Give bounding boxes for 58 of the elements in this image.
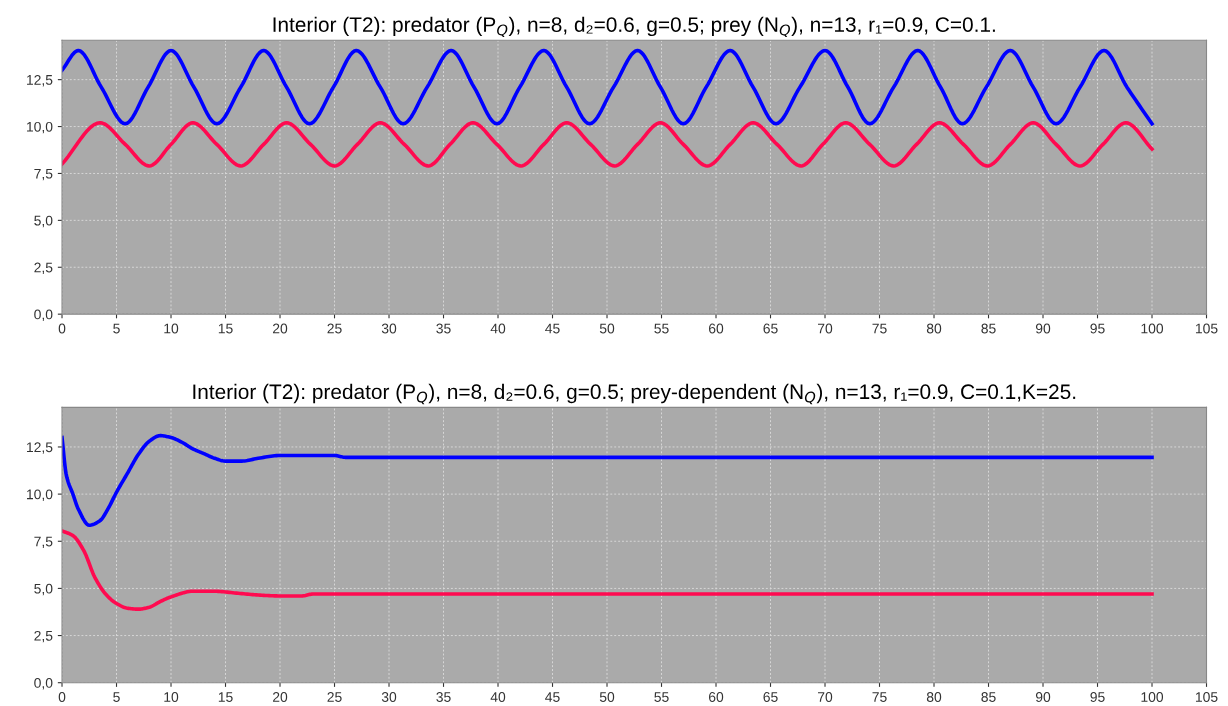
x-tick-label: 0 [58, 323, 66, 334]
y-tick-label: 10,0 [27, 121, 53, 134]
x-tick-label: 25 [327, 323, 342, 334]
y-tick-label: 12,5 [27, 74, 53, 87]
x-tick-label: 45 [545, 692, 560, 702]
x-tick-label: 55 [654, 323, 669, 334]
y-tick-label: 2,5 [34, 262, 53, 275]
x-tick-label: 60 [708, 323, 724, 334]
x-tick-label: 70 [818, 323, 833, 334]
x-tick-label: 50 [599, 692, 615, 702]
x-tick-label: 15 [218, 692, 233, 702]
x-tick-label: 85 [981, 692, 996, 702]
y-tick-label: 12,5 [27, 442, 53, 454]
x-tick-label: 105 [1195, 692, 1218, 702]
y-tick-label: 0,0 [34, 678, 53, 690]
x-tick-label: 80 [926, 323, 942, 334]
x-tick-label: 45 [545, 323, 560, 334]
y-tick-label: 5,0 [34, 583, 53, 596]
chart-title: Interior (T2): predator (P$_{Q}$), n=8, d₂=0.6, g=0.5; prey (N$_{Q}$), n=13, r₁=0.9, C=0.1. [273, 16, 995, 38]
x-tick-label: 5 [113, 323, 120, 334]
x-tick-label: 75 [872, 323, 887, 334]
x-tick-label: 80 [926, 692, 942, 702]
y-tick-label: 10,0 [27, 489, 53, 501]
x-tick-label: 0 [58, 692, 66, 702]
y-tick-label: 5,0 [34, 215, 53, 228]
x-tick-label: 40 [490, 692, 506, 702]
x-tick-label: 100 [1141, 323, 1164, 334]
x-tick-label: 60 [708, 692, 724, 702]
x-tick-label: 35 [436, 323, 451, 334]
y-tick-label: 7,5 [34, 536, 53, 549]
x-tick-label: 90 [1035, 323, 1051, 334]
x-tick-label: 35 [436, 692, 451, 702]
x-tick-label: 50 [599, 323, 615, 334]
chart-title: Interior (T2): predator (P$_{Q}$), n=8, d₂=0.6, g=0.5; prey-dependent (N$_{Q}$), n=13, r₁=0.9, C=0.1,K=25. [193, 383, 1076, 405]
x-tick-label: 75 [872, 692, 887, 702]
x-tick-label: 70 [818, 692, 833, 702]
x-tick-label: 20 [272, 323, 288, 334]
x-tick-label: 5 [113, 692, 120, 702]
y-tick-label: 7,5 [34, 168, 53, 181]
x-tick-label: 20 [272, 692, 288, 702]
x-tick-label: 105 [1195, 323, 1218, 334]
y-tick-label: 2,5 [34, 630, 53, 643]
x-tick-label: 85 [981, 323, 996, 334]
x-tick-label: 10 [164, 692, 179, 702]
y-tick-label: 0,0 [34, 309, 53, 321]
x-tick-label: 30 [381, 692, 397, 702]
x-tick-label: 65 [763, 692, 778, 702]
x-tick-label: 55 [654, 692, 669, 702]
x-tick-label: 65 [763, 323, 778, 334]
x-tick-label: 10 [164, 323, 179, 334]
x-tick-label: 30 [381, 323, 397, 334]
x-tick-label: 90 [1035, 692, 1051, 702]
x-tick-label: 25 [327, 692, 342, 702]
x-tick-label: 95 [1090, 323, 1105, 334]
x-tick-label: 100 [1141, 692, 1164, 702]
x-tick-label: 95 [1090, 692, 1105, 702]
x-tick-label: 40 [490, 323, 506, 334]
x-tick-label: 15 [218, 323, 233, 334]
